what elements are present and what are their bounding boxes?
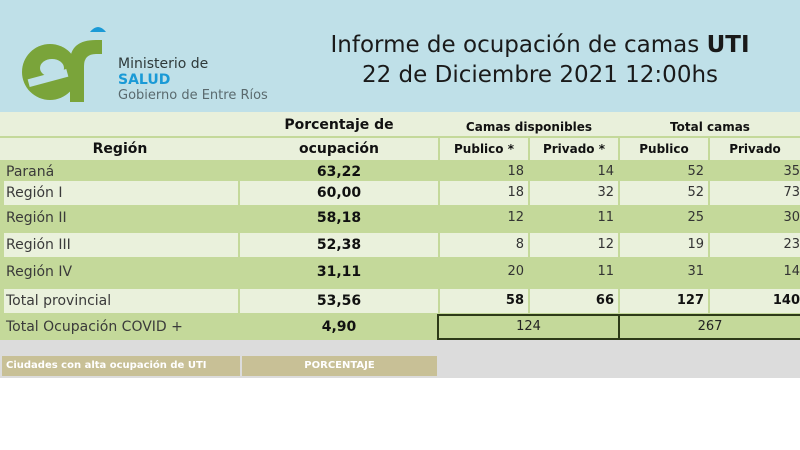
occupancy-pct: 60,00 bbox=[240, 181, 438, 205]
table-row: Región IV 31,11 20 11 31 14 bbox=[0, 260, 800, 286]
covid-label: Total Ocupación COVID + bbox=[6, 319, 183, 335]
header-available-public: Publico * bbox=[440, 138, 528, 160]
available-public: 18 bbox=[440, 181, 528, 205]
report-date: 22 de Diciembre 2021 12:00hs bbox=[361, 62, 719, 88]
header-available-group: Camas disponibles bbox=[465, 120, 593, 134]
table-row: Región III 52,38 8 12 19 23 bbox=[0, 232, 800, 260]
brand-line-3: Gobierno de Entre Ríos bbox=[118, 88, 268, 103]
occupancy-pct: 58,18 bbox=[316, 210, 362, 226]
header-total-private: Privado bbox=[710, 138, 800, 160]
region-name: Región III bbox=[4, 233, 238, 257]
total-private: 35 bbox=[783, 164, 800, 179]
available-private: 66 bbox=[530, 289, 618, 313]
report-title: Informe de ocupación de camas UTI 22 de … bbox=[280, 30, 800, 90]
total-public: 19 bbox=[620, 233, 708, 257]
brand-line-2: SALUD bbox=[118, 72, 171, 88]
available-private: 11 bbox=[597, 264, 614, 279]
title-bold: UTI bbox=[706, 32, 750, 58]
cities-header-city: Ciudades con alta ocupación de UTI bbox=[2, 356, 240, 376]
header-percentage-line1: Porcentaje de bbox=[284, 117, 394, 133]
title-text: Informe de ocupación de camas bbox=[330, 32, 700, 58]
cities-header-percentage: PORCENTAJE bbox=[242, 356, 437, 376]
report-header: Ministerio de SALUD Gobierno de Entre Rí… bbox=[0, 0, 800, 112]
table-row: Región I 60,00 18 32 52 73 bbox=[0, 178, 800, 206]
occupancy-pct: 53,56 bbox=[240, 289, 438, 313]
table-header-top bbox=[0, 112, 800, 136]
available-public: 12 bbox=[507, 210, 524, 225]
entre-rios-logo-icon bbox=[22, 27, 106, 102]
header-total-public: Publico bbox=[620, 138, 708, 160]
table-row: Región II 58,18 12 11 25 30 bbox=[0, 206, 800, 232]
header-available-private: Privado * bbox=[530, 138, 618, 160]
available-private: 32 bbox=[530, 181, 618, 205]
brand-line-1: Ministerio de bbox=[118, 56, 209, 72]
total-private: 140 bbox=[710, 289, 800, 313]
region-name: Región II bbox=[6, 210, 67, 226]
available-public: 20 bbox=[507, 264, 524, 279]
total-public: 52 bbox=[620, 181, 708, 205]
covid-row: Total Ocupación COVID + 4,90 124 267 bbox=[0, 314, 800, 340]
available-public: 18 bbox=[507, 164, 524, 179]
total-public: 52 bbox=[687, 164, 704, 179]
available-private: 11 bbox=[597, 210, 614, 225]
header-percentage-line2: ocupación bbox=[240, 138, 438, 160]
total-public: 25 bbox=[687, 210, 704, 225]
available-private: 12 bbox=[530, 233, 618, 257]
covid-beds-total: 267 bbox=[618, 314, 800, 340]
region-name: Región IV bbox=[6, 264, 73, 280]
total-private: 14 bbox=[783, 264, 800, 279]
available-private: 14 bbox=[597, 164, 614, 179]
total-public: 31 bbox=[687, 264, 704, 279]
total-private: 23 bbox=[710, 233, 800, 257]
header-total-group: Total camas bbox=[670, 120, 750, 134]
ministry-brand: Ministerio de SALUD Gobierno de Entre Rí… bbox=[118, 56, 268, 104]
region-name: Total provincial bbox=[4, 289, 238, 313]
region-name: Región I bbox=[4, 181, 238, 205]
occupancy-pct: 52,38 bbox=[240, 233, 438, 257]
occupancy-pct: 31,11 bbox=[316, 264, 362, 280]
region-name: Paraná bbox=[6, 164, 55, 180]
table-row-total: Total provincial 53,56 58 66 127 140 bbox=[0, 286, 800, 314]
covid-available-total: 124 bbox=[437, 314, 620, 340]
covid-pct: 4,90 bbox=[321, 319, 357, 335]
available-public: 8 bbox=[440, 233, 528, 257]
total-public: 127 bbox=[620, 289, 708, 313]
occupancy-pct: 63,22 bbox=[316, 164, 362, 180]
total-private: 30 bbox=[783, 210, 800, 225]
header-region: Región bbox=[0, 138, 240, 160]
available-public: 58 bbox=[440, 289, 528, 313]
total-private: 73 bbox=[710, 181, 800, 205]
